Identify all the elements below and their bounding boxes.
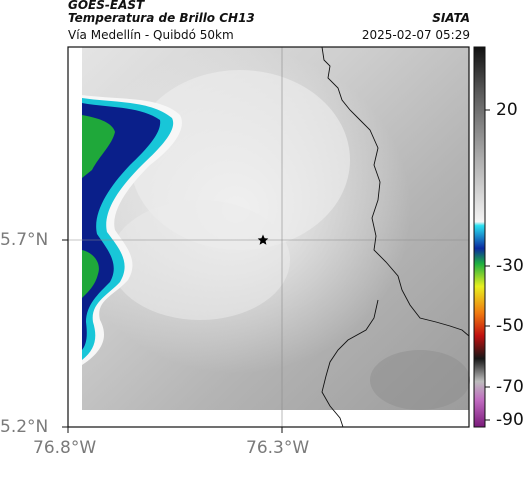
colorbar-label: -30 xyxy=(496,256,524,276)
cold-green-mid xyxy=(82,250,99,298)
agency-label: SIATA xyxy=(432,11,470,25)
cool-ground xyxy=(370,350,470,410)
lat-tick-label: 5.2°N xyxy=(0,417,49,437)
star-icon xyxy=(257,234,269,245)
subtitle-row: Vía Medellín - Quibdó 50km 2025-02-07 05… xyxy=(68,28,470,42)
location-label: Vía Medellín - Quibdó 50km xyxy=(68,28,234,42)
product-title: Temperatura de Brillo CH13 xyxy=(68,11,255,25)
cold-deep-blue-contour xyxy=(82,103,161,350)
colorbar-label: -70 xyxy=(496,377,524,397)
colorbar-label: -90 xyxy=(496,410,524,430)
border-line-east xyxy=(321,46,470,337)
warm-cloud-mid xyxy=(110,200,290,320)
datetime-label: 2025-02-07 05:29 xyxy=(361,28,470,42)
border-line-south xyxy=(321,299,379,428)
lat-tick-label: 5.7°N xyxy=(0,230,49,250)
cold-green-top xyxy=(82,115,115,178)
colorbar-label: -50 xyxy=(496,316,524,336)
colorbar-scale xyxy=(473,46,486,428)
lon-tick-label: 76.3°W xyxy=(246,438,310,458)
product-title-row: Temperatura de Brillo CH13 SIATA xyxy=(68,11,470,25)
satellite-name: GOES-EAST xyxy=(68,0,145,12)
map-frame xyxy=(67,46,470,428)
lon-tick-label: 76.8°W xyxy=(33,438,97,458)
colorbar-label: 20 xyxy=(496,100,518,120)
